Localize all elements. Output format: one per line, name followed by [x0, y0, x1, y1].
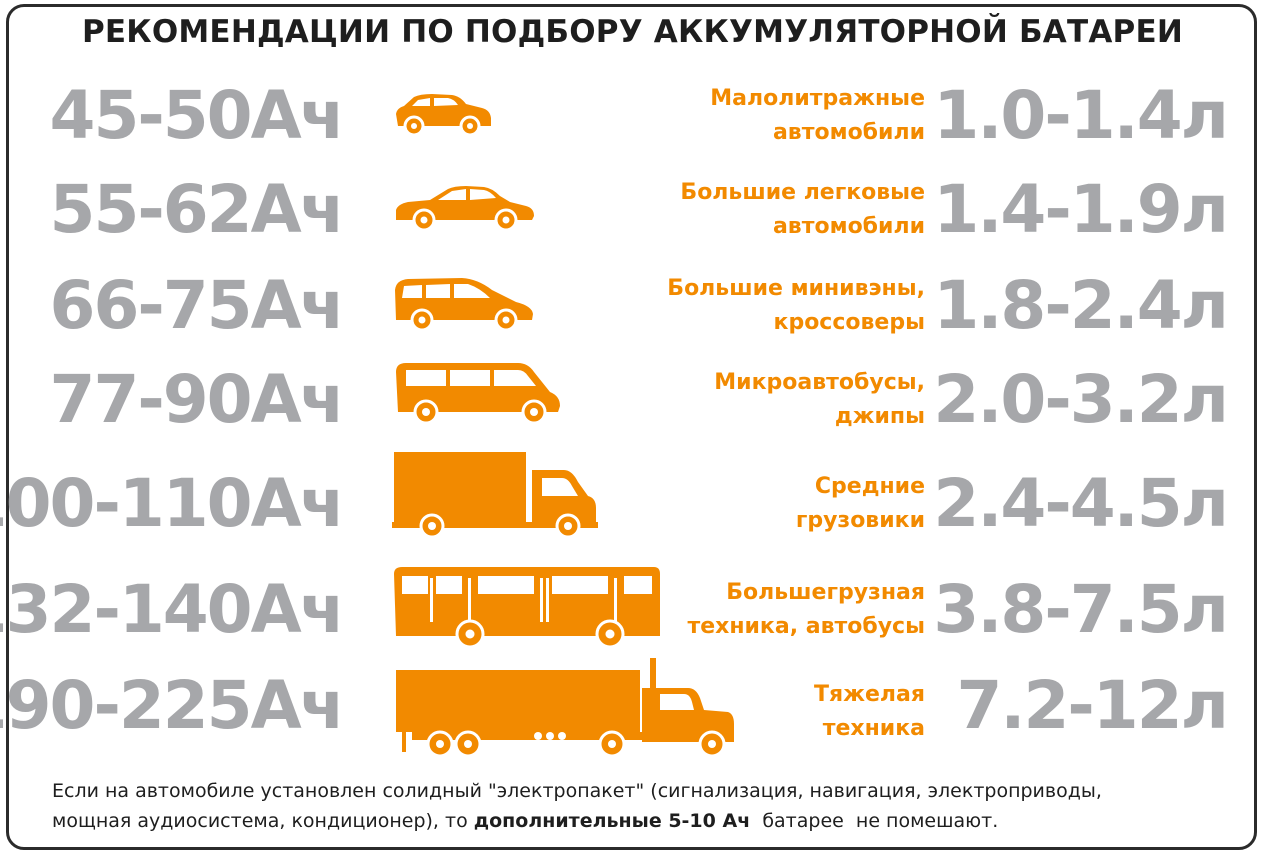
description-line: техника: [822, 716, 925, 741]
vehicle-description: Тяжелая техника: [814, 664, 925, 760]
vehicle-description: Микроавтобусы, джипы: [714, 352, 925, 448]
description-line: Большие минивэны,: [667, 276, 925, 301]
vehicle-description: Средние грузовики: [796, 456, 925, 552]
battery-capacity: 132-140Ач: [0, 571, 345, 648]
description-line: Большие легковые: [680, 180, 925, 205]
engine-volume: 1.0-1.4л: [933, 77, 1229, 154]
description-line: автомобили: [772, 214, 925, 239]
page-title: РЕКОМЕНДАЦИИ ПО ПОДБОРУ АККУМУЛЯТОРНОЙ Б…: [82, 14, 1183, 50]
table-row: 77-90Ач Микроавтобусы, джипы 2.0-3.2л: [0, 352, 1265, 448]
table-row: 45-50Ач Малолитражные автомобили 1.0-1.4…: [0, 68, 1265, 164]
engine-volume: 2.0-3.2л: [933, 361, 1229, 438]
footnote-text: мощная аудиосистема, кондиционер), то: [52, 810, 474, 832]
battery-capacity: 45-50Ач: [49, 77, 345, 154]
description-line: Большегрузная: [726, 580, 925, 605]
vehicle-description: Большие минивэны, кроссоверы: [667, 258, 925, 354]
table-row: 190-225Ач Тяжелая техника 7.2-12л: [0, 658, 1265, 758]
engine-volume: 1.4-1.9л: [933, 171, 1229, 248]
vehicle-description: Малолитражные автомобили: [710, 68, 925, 164]
description-line: Тяжелая: [813, 682, 925, 707]
box-truck-icon: [392, 450, 600, 540]
engine-volume: 1.8-2.4л: [933, 267, 1229, 344]
sedan-car-icon: [392, 184, 536, 232]
footnote-text: батарее не помешают.: [750, 810, 999, 832]
table-row: 66-75Ач Большие минивэны, кроссоверы 1.8…: [0, 258, 1265, 354]
minibus-icon: [392, 360, 564, 426]
bus-icon: [392, 564, 662, 648]
engine-volume: 2.4-4.5л: [933, 465, 1229, 542]
footnote-emphasis: дополнительные 5-10 Ач: [473, 810, 751, 832]
description-line: техника, автобусы: [687, 614, 925, 639]
table-row: 55-62Ач Большие легковые автомобили 1.4-…: [0, 162, 1265, 258]
minivan-icon: [392, 276, 536, 332]
table-row: 100-110Ач Средние грузовики 2.4-4.5л: [0, 452, 1265, 552]
battery-capacity: 66-75Ач: [49, 267, 345, 344]
table-row: 132-140Ач Большегрузная техника, автобус…: [0, 562, 1265, 658]
engine-volume: 3.8-7.5л: [933, 571, 1229, 648]
hatchback-car-icon: [392, 92, 494, 136]
vehicle-description: Большие легковые автомобили: [680, 162, 925, 258]
footnote: Если на автомобиле установлен солидный "…: [52, 776, 1232, 836]
description-line: Малолитражные: [710, 86, 925, 111]
engine-volume: 7.2-12л: [956, 667, 1229, 744]
semi-truck-icon: [392, 658, 738, 762]
description-line: грузовики: [795, 508, 925, 533]
footnote-line: Если на автомобиле установлен солидный "…: [52, 780, 1102, 802]
battery-capacity: 55-62Ач: [49, 171, 345, 248]
description-line: автомобили: [772, 120, 925, 145]
battery-capacity: 190-225Ач: [0, 667, 345, 744]
description-line: кроссоверы: [773, 310, 925, 335]
description-line: Средние: [814, 474, 925, 499]
vehicle-description: Большегрузная техника, автобусы: [687, 562, 925, 658]
battery-capacity: 77-90Ач: [49, 361, 345, 438]
battery-capacity: 100-110Ач: [0, 465, 345, 542]
description-line: джипы: [834, 404, 925, 429]
footnote-line: мощная аудиосистема, кондиционер), то до…: [52, 806, 1232, 836]
description-line: Микроавтобусы,: [714, 370, 925, 395]
